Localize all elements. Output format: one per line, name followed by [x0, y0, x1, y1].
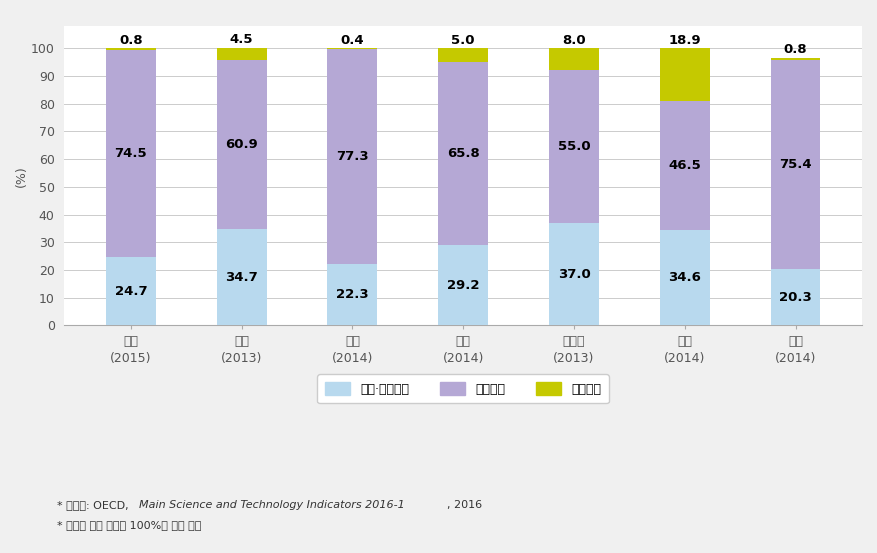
Text: 55.0: 55.0 [558, 140, 590, 153]
Bar [106, 50, 156, 257]
Bar [549, 48, 599, 70]
Bar [217, 60, 267, 229]
Bar [217, 48, 267, 60]
Bar [438, 62, 488, 244]
Bar [771, 269, 821, 326]
Bar [106, 48, 156, 50]
Bar [327, 48, 377, 49]
Y-axis label: (%): (%) [15, 165, 28, 187]
Text: Main Science and Technology Indicators 2016-1: Main Science and Technology Indicators 2… [139, 500, 404, 510]
Text: 24.7: 24.7 [115, 285, 147, 298]
Bar [327, 264, 377, 326]
Text: 34.7: 34.7 [225, 271, 258, 284]
Text: 22.3: 22.3 [336, 288, 368, 301]
Bar [549, 223, 599, 326]
Text: , 2016: , 2016 [447, 500, 482, 510]
Text: 77.3: 77.3 [336, 150, 368, 163]
Bar [438, 244, 488, 326]
Bar [217, 229, 267, 326]
Text: 0.8: 0.8 [784, 43, 808, 56]
Bar [327, 49, 377, 264]
Text: 20.3: 20.3 [779, 291, 812, 304]
Text: 4.5: 4.5 [230, 33, 253, 46]
Text: 18.9: 18.9 [668, 34, 701, 46]
Text: 75.4: 75.4 [780, 158, 812, 171]
Text: 37.0: 37.0 [558, 268, 590, 281]
Text: 5.0: 5.0 [452, 34, 475, 46]
Text: 60.9: 60.9 [225, 138, 258, 152]
Bar [771, 58, 821, 60]
Bar [660, 101, 709, 229]
Text: 65.8: 65.8 [446, 147, 480, 160]
Legend: 정부·공공재원, 민간재원, 외국재원: 정부·공공재원, 민간재원, 외국재원 [317, 374, 609, 403]
Bar [660, 48, 709, 101]
Text: 0.8: 0.8 [119, 34, 143, 46]
Bar [660, 229, 709, 326]
Bar [438, 48, 488, 62]
Text: 46.5: 46.5 [668, 159, 701, 171]
Text: 74.5: 74.5 [115, 147, 147, 160]
Text: 29.2: 29.2 [447, 279, 480, 291]
Text: 0.4: 0.4 [340, 34, 364, 46]
Bar [549, 70, 599, 223]
Text: 8.0: 8.0 [562, 34, 586, 46]
Text: * 중국의 비중 합계는 100%가 되지 않음: * 중국의 비중 합계는 100%가 되지 않음 [57, 520, 202, 530]
Text: * 자료원: OECD,: * 자료원: OECD, [57, 500, 132, 510]
Bar [771, 60, 821, 269]
Text: 34.6: 34.6 [668, 271, 702, 284]
Bar [106, 257, 156, 326]
